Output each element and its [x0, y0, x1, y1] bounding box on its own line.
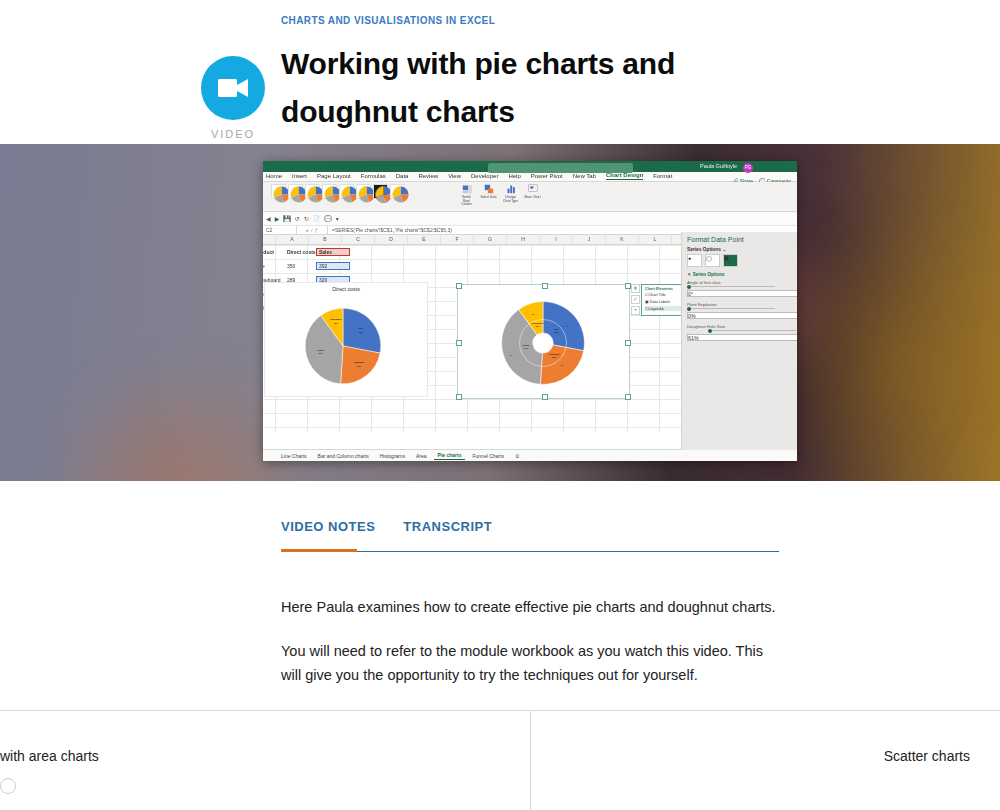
svg-text:320: 320: [560, 366, 563, 367]
svg-text:392: 392: [566, 326, 569, 327]
svg-text:170: 170: [509, 355, 512, 356]
svg-text:268: 268: [532, 314, 535, 315]
